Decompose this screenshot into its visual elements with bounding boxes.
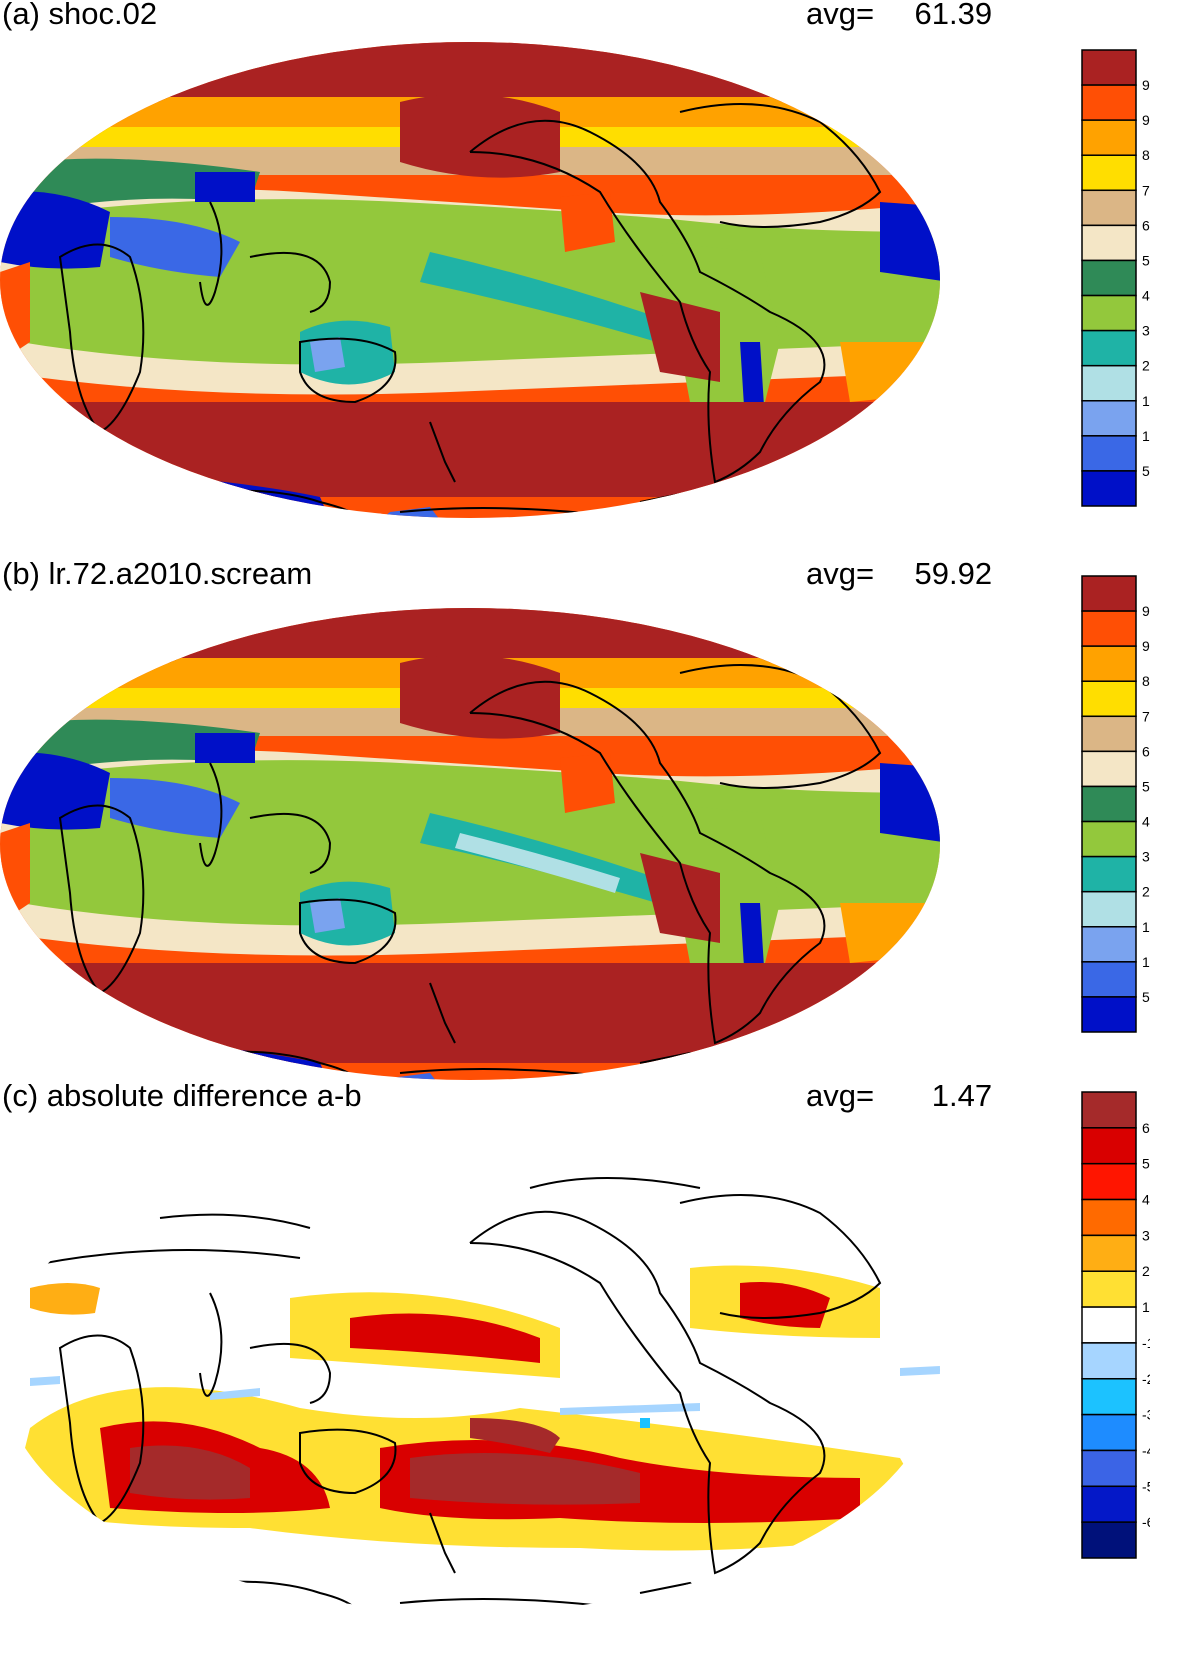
panel-a-colorbar-swatch (1081, 294, 1137, 332)
panel-a-colorbar-swatch (1081, 364, 1137, 402)
panel-b-colorbar-tick-label: 40 (1142, 814, 1150, 830)
panel-a-map (0, 42, 940, 518)
panel-c-colorbar-tick-label: -4 (1142, 1442, 1150, 1458)
panel-b-colorbar-swatch (1081, 680, 1137, 718)
panel-b-colorbar-swatch (1081, 715, 1137, 753)
panel-b-map (0, 608, 940, 1080)
panel-c-colorbar-tick-label: -2 (1142, 1371, 1150, 1387)
panel-a-colorbar-tick-label: 60 (1142, 217, 1150, 233)
panel-a-colorbar-swatch (1081, 84, 1137, 121)
panel-b-colorbar-swatch (1081, 610, 1137, 647)
panel-b-colorbar: 95 90 80 70 60 50 40 30 20 15 10 5 (1081, 575, 1150, 1033)
panel-c-colorbar-swatch (1081, 1198, 1137, 1237)
panel-c-title: (c) absolute difference a-b (2, 1078, 362, 1113)
panel-a-avg-value: 61.39 (914, 0, 993, 31)
panel-a-colorbar-tick-label: 70 (1142, 182, 1150, 198)
panel-b-colorbar-tick-label: 10 (1142, 954, 1150, 970)
panel-b-colorbar-tick-label: 5 (1142, 989, 1150, 1005)
panel-c-colorbar-tick-label: 2 (1142, 1263, 1150, 1279)
panel-c-colorbar-tick-label: 4 (1142, 1192, 1150, 1208)
panel-a-colorbar-swatch (1081, 329, 1137, 367)
panel-c-colorbar-tick-label: -6 (1142, 1514, 1150, 1530)
panel-a-colorbar-swatch (1081, 154, 1137, 192)
panel-a-colorbar-tick-label: 90 (1142, 112, 1150, 128)
panel-a-colorbar-swatch (1081, 259, 1137, 297)
panel-b-colorbar-tick-label: 30 (1142, 849, 1150, 865)
panel-b-colorbar-tick-label: 80 (1142, 673, 1150, 689)
panel-a-colorbar-swatch (1081, 400, 1137, 437)
panel-c-colorbar-tick-label: -5 (1142, 1478, 1150, 1494)
panel-c-colorbar-swatch (1081, 1127, 1137, 1165)
panel-b-average: avg= 59.92 (806, 556, 992, 592)
panel-a-colorbar-swatch (1081, 470, 1137, 507)
panel-b-colorbar-swatch (1081, 750, 1137, 788)
panel-a-colorbar-swatch (1081, 189, 1137, 227)
panel-a-colorbar-swatch (1081, 435, 1137, 472)
panel-c-colorbar-tick-label: 6 (1142, 1120, 1150, 1136)
panel-a-colorbar-tick-label: 10 (1142, 428, 1150, 444)
panel-b-avg-value: 59.92 (914, 556, 993, 591)
panel-c-colorbar-tick-label: -1 (1142, 1335, 1150, 1351)
panel-a-colorbar-tick-label: 30 (1142, 323, 1150, 339)
panel-b-colorbar-tick-label: 95 (1142, 603, 1150, 619)
panel-a-colorbar: 95 90 80 70 60 50 40 30 20 15 10 5 (1081, 49, 1150, 507)
panel-b-colorbar-swatch (1081, 785, 1137, 823)
panel-a-colorbar-tick-label: 20 (1142, 358, 1150, 374)
panel-c-colorbar-swatch (1081, 1234, 1137, 1272)
panel-c-colorbar-swatch (1081, 1378, 1137, 1416)
panel-b-colorbar-tick-label: 60 (1142, 743, 1150, 759)
panel-c-colorbar-swatch (1081, 1485, 1137, 1523)
panel-b-colorbar-tick-label: 50 (1142, 778, 1150, 794)
panel-a-colorbar-tick-label: 40 (1142, 288, 1150, 304)
panel-b-colorbar-swatch (1081, 996, 1137, 1033)
panel-b-colorbar-tick-label: 90 (1142, 638, 1150, 654)
panel-a-colorbar-swatch (1081, 224, 1137, 262)
panel-c-colorbar-tick-label: 1 (1142, 1299, 1150, 1315)
panel-c-colorbar-swatch (1081, 1270, 1137, 1308)
panel-a-colorbar-tick-label: 15 (1142, 393, 1150, 409)
panel-c-avg-label: avg= (806, 1078, 875, 1113)
panel-c-colorbar-swatch (1081, 1413, 1137, 1452)
panel-b-title: (b) lr.72.a2010.scream (2, 556, 313, 591)
panel-b-colorbar-swatch (1081, 855, 1137, 893)
panel-a-colorbar-tick-label: 80 (1142, 147, 1150, 163)
panel-c-colorbar-swatch (1081, 1342, 1137, 1380)
panel-b-colorbar-tick-label: 20 (1142, 884, 1150, 900)
panel-a-colorbar-tick-label: 95 (1142, 77, 1150, 93)
panel-b-colorbar-tick-label: 15 (1142, 919, 1150, 935)
panel-a-colorbar-swatch (1081, 49, 1137, 86)
panel-b-colorbar-swatch (1081, 961, 1137, 998)
panel-c-colorbar-tick-label: 5 (1142, 1156, 1150, 1172)
panel-c-colorbar-tick-label: -3 (1142, 1407, 1150, 1423)
panel-c-avg-value: 1.47 (931, 1078, 993, 1113)
panel-c-average: avg= 1.47 (806, 1078, 992, 1114)
panel-b-colorbar-swatch (1081, 926, 1137, 963)
panel-a-avg-label: avg= (806, 0, 875, 31)
panel-a-colorbar-tick-label: 50 (1142, 252, 1150, 268)
panel-b-colorbar-tick-label: 70 (1142, 708, 1150, 724)
panel-c-colorbar-swatch (1081, 1306, 1137, 1344)
panel-a-colorbar-tick-label: 5 (1142, 463, 1150, 479)
panel-b-colorbar-swatch (1081, 890, 1137, 928)
panel-c-colorbar-swatch (1081, 1091, 1137, 1129)
panel-b-colorbar-swatch (1081, 645, 1137, 682)
panel-a-colorbar-swatch (1081, 119, 1137, 156)
panel-b-colorbar-swatch (1081, 575, 1137, 612)
panel-a-average: avg= 61.39 (806, 0, 992, 32)
panel-c-colorbar-swatch (1081, 1162, 1137, 1201)
panel-c-colorbar-swatch (1081, 1449, 1137, 1488)
panel-c-map (0, 1128, 940, 1612)
panel-b-avg-label: avg= (806, 556, 875, 591)
panel-a-title: (a) shoc.02 (2, 0, 158, 31)
panel-c-colorbar-tick-label: 3 (1142, 1227, 1150, 1243)
panel-b-colorbar-swatch (1081, 820, 1137, 858)
panel-c-colorbar: 6 5 4 3 2 1 -1 -2 -3 -4 -5 -6 (1081, 1091, 1150, 1559)
panel-c-colorbar-swatch (1081, 1521, 1137, 1559)
